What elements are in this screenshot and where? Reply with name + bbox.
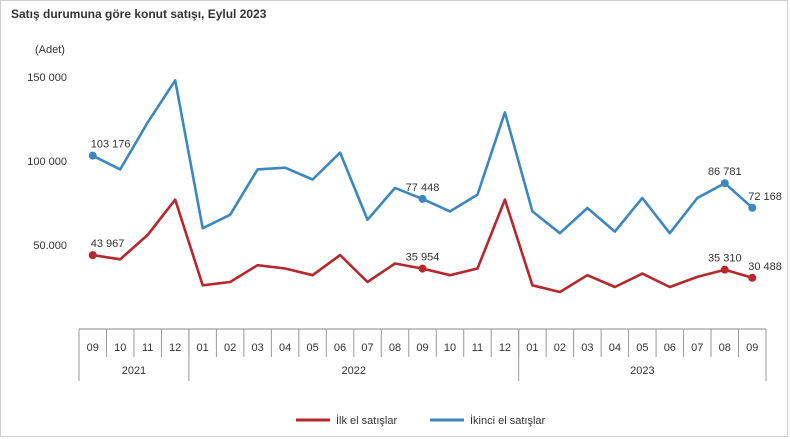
x-tick-label: 05 <box>636 342 648 354</box>
x-tick-label: 11 <box>142 342 153 354</box>
x-tick-label: 05 <box>306 342 318 354</box>
data-label: 43 967 <box>91 238 125 250</box>
x-tick-label: 01 <box>526 342 538 354</box>
x-tick-label: 01 <box>197 342 209 354</box>
x-tick-label: 02 <box>554 342 566 354</box>
data-point-marker <box>418 194 427 203</box>
y-axis-unit-label: (Adet) <box>35 44 65 56</box>
x-tick-label: 04 <box>279 342 291 354</box>
x-tick-label: 09 <box>416 342 428 354</box>
data-label: 86 781 <box>708 166 742 178</box>
x-tick-label: 06 <box>664 342 676 354</box>
data-point-marker <box>748 273 757 282</box>
data-point-marker <box>88 251 97 260</box>
x-tick-label: 10 <box>444 342 456 354</box>
data-point-marker <box>748 203 757 212</box>
x-tick-label: 09 <box>87 342 99 354</box>
x-tick-label: 10 <box>114 342 126 354</box>
x-tick-label: 04 <box>609 342 621 354</box>
y-tick-label: 150 000 <box>27 72 67 84</box>
data-point-marker <box>720 179 729 188</box>
data-label: 35 310 <box>708 253 742 265</box>
data-point-marker <box>418 264 427 273</box>
x-tick-label: 08 <box>719 342 731 354</box>
data-label: 103 176 <box>91 139 131 151</box>
x-tick-label: 11 <box>472 342 483 354</box>
data-point-marker <box>720 265 729 274</box>
y-tick-label: 100 000 <box>27 156 67 168</box>
legend-label-second-hand: İkinci el satışlar <box>470 414 546 427</box>
data-label: 35 954 <box>406 252 440 264</box>
chart-title: Satış durumuna göre konut satışı, Eylul … <box>11 7 267 21</box>
second-hand-sales-line <box>91 79 754 235</box>
x-tick-label: 07 <box>691 342 703 354</box>
data-label: 72 168 <box>748 191 782 203</box>
x-tick-label: 12 <box>169 342 181 354</box>
x-tick-label: 03 <box>251 342 263 354</box>
year-label: 2022 <box>342 365 366 377</box>
x-tick-label: 07 <box>361 342 373 354</box>
x-tick-label: 08 <box>389 342 401 354</box>
x-tick-label: 06 <box>334 342 346 354</box>
x-tick-label: 09 <box>746 342 758 354</box>
y-tick-label: 50.000 <box>33 240 67 252</box>
year-label: 2023 <box>630 365 654 377</box>
year-label: 2021 <box>122 365 146 377</box>
data-label: 77 448 <box>406 182 440 194</box>
data-point-marker <box>88 151 97 160</box>
data-label: 30 488 <box>748 261 782 273</box>
x-tick-label: 12 <box>499 342 511 354</box>
x-tick-label: 03 <box>581 342 593 354</box>
x-tick-label: 02 <box>224 342 236 354</box>
legend-label-first-hand: İlk el satışlar <box>336 414 397 427</box>
